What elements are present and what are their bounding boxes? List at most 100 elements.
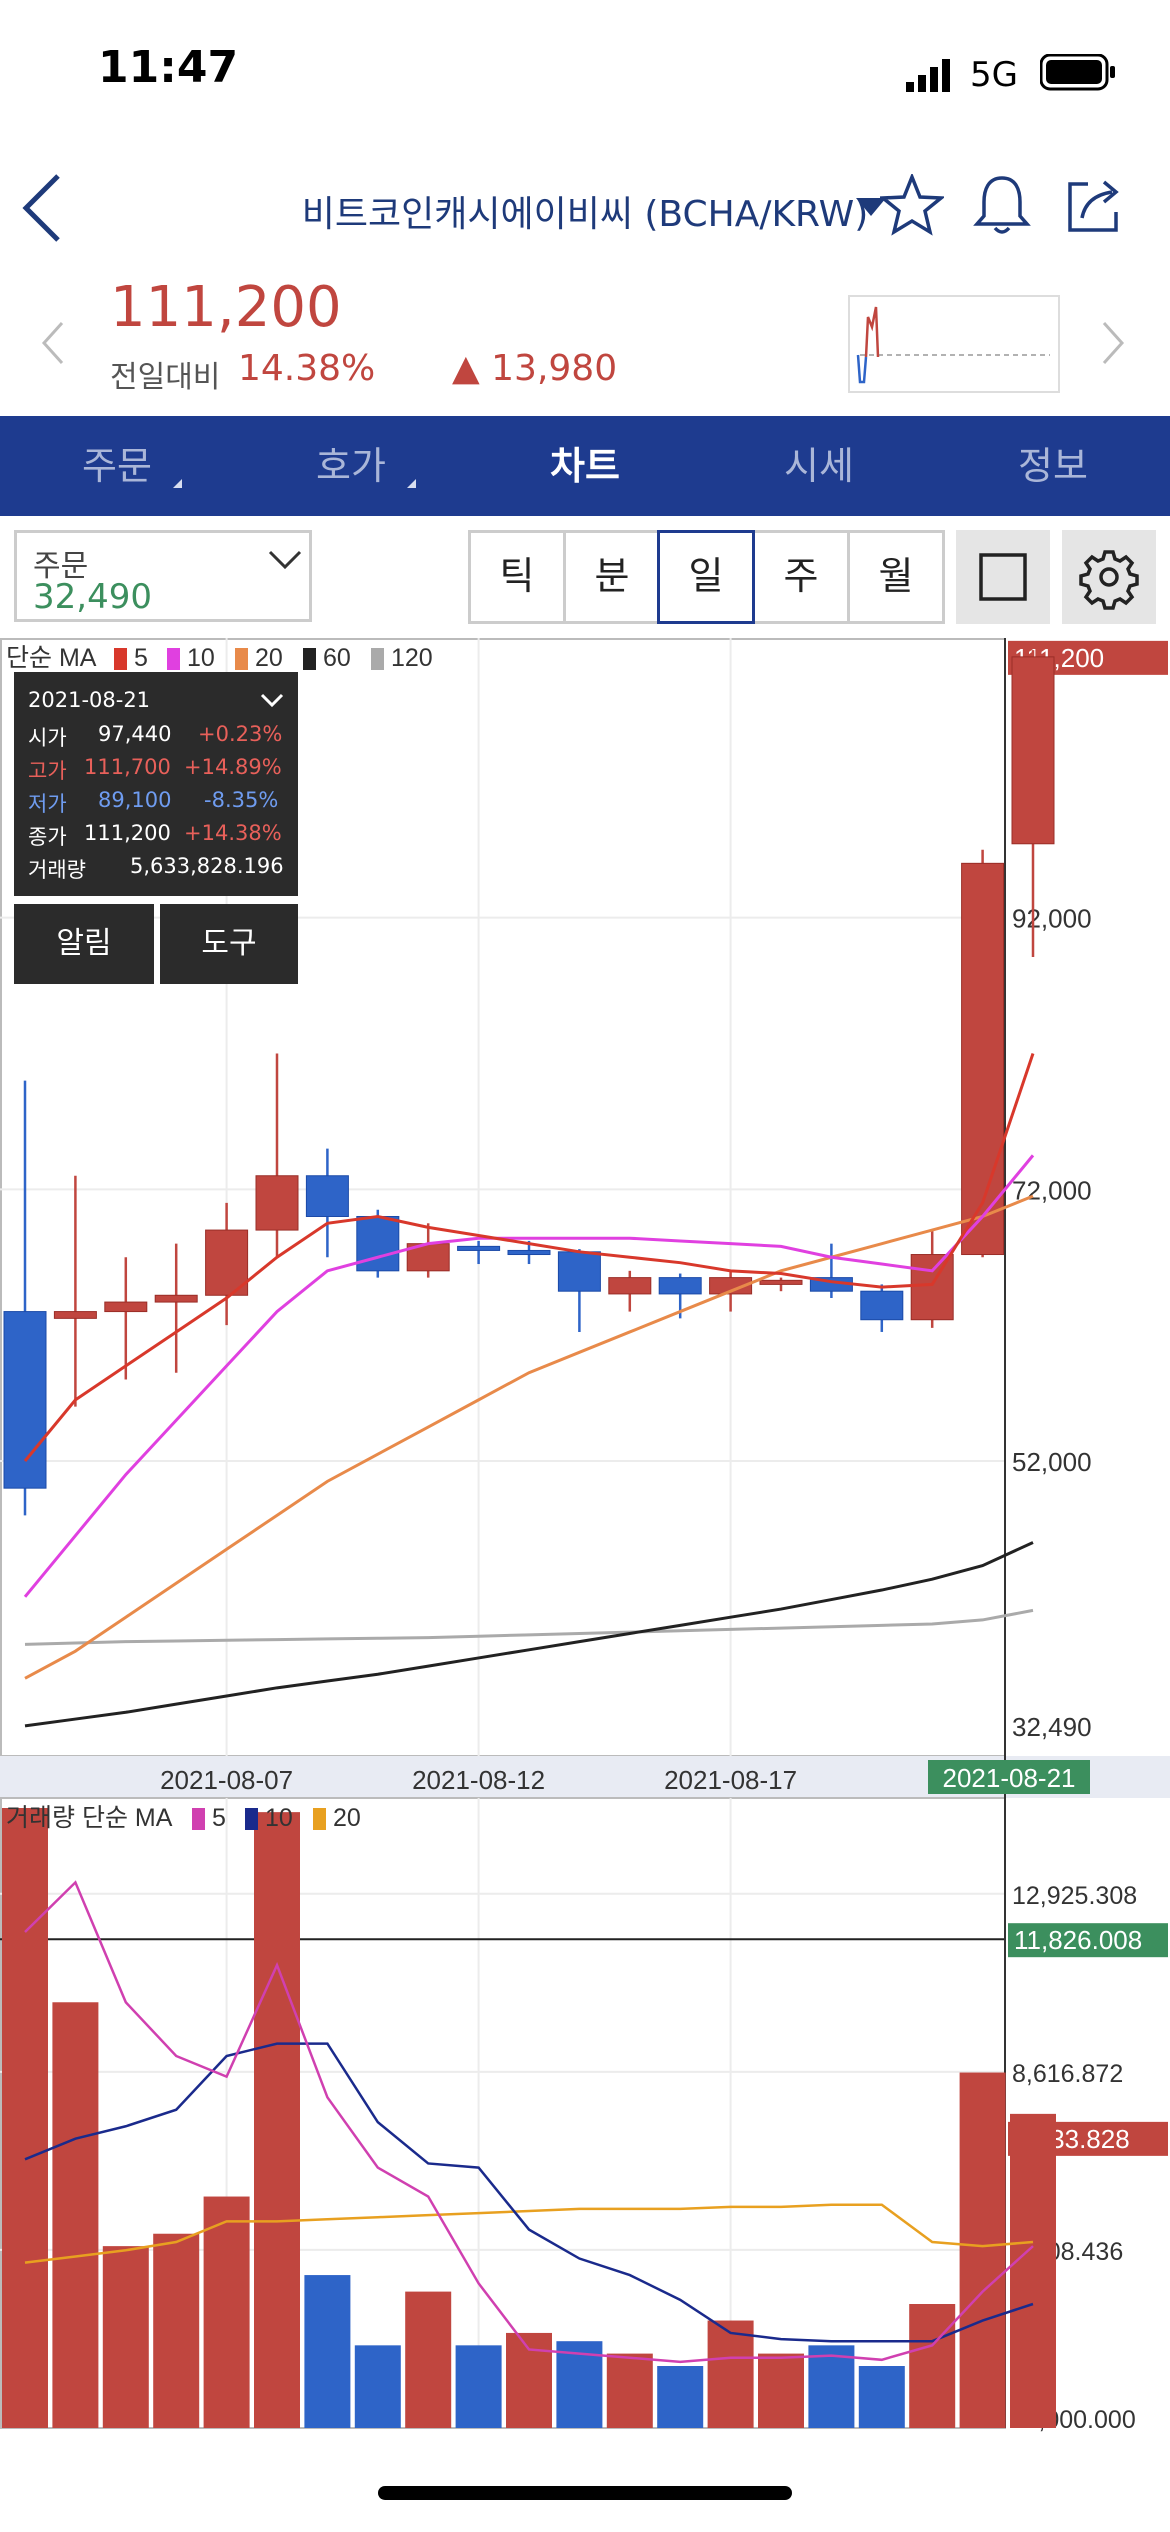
ma20-line — [24, 1194, 1034, 1680]
tooltip-open-pct: +0.23% — [198, 722, 283, 746]
candle-body — [255, 1175, 299, 1231]
tooltip-date: 2021-08-21 — [28, 688, 151, 712]
network-label: 5G — [970, 55, 1018, 95]
tooltip-open-value: 97,440 — [98, 722, 172, 746]
prev-day-percent: 14.38% — [238, 348, 376, 389]
volume-bar — [808, 2345, 855, 2428]
ma-legend-swatch — [235, 648, 248, 670]
ma-legend-label: 120 — [391, 644, 433, 672]
candle-body — [860, 1290, 904, 1321]
candle-body — [305, 1175, 349, 1217]
order-label: 주문 — [33, 549, 89, 584]
volume-bar — [657, 2366, 704, 2428]
tab-orderbook[interactable]: 호가 — [234, 416, 468, 516]
tab-order[interactable]: 주문 — [0, 416, 234, 516]
ma-legend-label: 10 — [187, 644, 215, 672]
candle-body — [104, 1301, 148, 1313]
ma-legend-swatch — [167, 648, 180, 670]
tab-market[interactable]: 시세 — [784, 444, 854, 488]
tooltip-low-pct: -8.35% — [204, 788, 279, 812]
volume-bar — [254, 1812, 300, 2428]
tab-chart[interactable]: 차트 — [550, 444, 620, 488]
ma-legend-swatch — [114, 648, 127, 670]
candle-body — [608, 1277, 652, 1295]
status-time: 11:47 — [98, 42, 239, 93]
period-day-button[interactable]: 일 — [657, 530, 755, 624]
back-button[interactable] — [20, 172, 64, 248]
volume-bar — [52, 2002, 99, 2428]
y-tick-label: 52,000 — [1012, 1447, 1092, 1477]
tooltip-low-value: 89,100 — [98, 788, 172, 812]
alert-button[interactable]: 알림 — [14, 904, 154, 984]
next-coin-button[interactable] — [1100, 320, 1126, 370]
volume-bar — [153, 2233, 200, 2428]
tool-button[interactable]: 도구 — [160, 904, 298, 984]
bell-icon[interactable] — [972, 174, 1032, 242]
tooltip-close-value: 111,200 — [84, 821, 171, 845]
tab-corner-icon — [407, 479, 416, 488]
candle-body — [557, 1251, 601, 1292]
period-month-button[interactable]: 월 — [847, 530, 945, 624]
candle-body — [3, 1311, 47, 1489]
ma60-line — [24, 1541, 1034, 1728]
volume-legend-swatch — [245, 1808, 258, 1830]
order-value: 32,490 — [33, 577, 152, 617]
volume-legend-prefix: 거래량 단순 MA — [6, 1804, 173, 1832]
chevron-left-icon — [41, 321, 64, 365]
candle-body — [709, 1277, 753, 1295]
volume-legend-label: 5 — [212, 1804, 226, 1832]
volume-bar — [606, 2353, 653, 2428]
coin-title[interactable]: 비트코인캐시에이비씨 (BCHA/KRW) — [301, 194, 869, 235]
order-selector[interactable]: 주문 32,490 — [14, 530, 312, 622]
x-tick-label: 2021-08-12 — [412, 1765, 545, 1795]
tooltip-open-label: 시가 — [28, 726, 67, 750]
volume-bar — [102, 2246, 149, 2428]
volume-bar — [455, 2345, 502, 2428]
prev-coin-button[interactable] — [40, 320, 66, 370]
volume-legend-swatch — [313, 1808, 326, 1830]
candle-body — [53, 1311, 97, 1319]
tooltip-close-pct: +14.38% — [184, 821, 282, 845]
main-tabs: 주문 호가 차트 시세 정보 — [0, 416, 1170, 516]
fullscreen-button[interactable] — [956, 530, 1050, 624]
ma-legend-label: 60 — [323, 644, 351, 672]
volume-bar — [959, 2072, 1006, 2428]
candle-body — [154, 1294, 198, 1303]
prev-day-change: ▲ 13,980 — [452, 348, 618, 389]
period-minute-button[interactable]: 분 — [563, 530, 661, 624]
tab-info[interactable]: 정보 — [1018, 444, 1088, 488]
candle-body — [457, 1245, 501, 1251]
volume-panel-frame — [0, 1797, 1006, 2429]
period-week-button[interactable]: 주 — [752, 530, 850, 624]
dropdown-icon[interactable] — [856, 198, 886, 220]
candle-body — [658, 1277, 702, 1295]
current-date-tag: 2021-08-21 — [943, 1763, 1076, 1793]
tooltip-high-label: 고가 — [28, 759, 67, 783]
volume-ref-tag: 11,826.008 — [1014, 1925, 1142, 1955]
chevron-down-icon[interactable] — [260, 690, 284, 714]
volume-legend-swatch — [192, 1808, 205, 1830]
volume-bar — [1010, 2113, 1056, 2428]
volume-tick-label: 12,925.308 — [1012, 1882, 1137, 1910]
settings-button[interactable] — [1062, 530, 1156, 624]
volume-bar — [304, 2275, 351, 2428]
candle-body — [910, 1254, 954, 1321]
y-tick-label: 32,490 — [1012, 1712, 1092, 1742]
candle-body — [1011, 656, 1055, 845]
volume-bar — [354, 2345, 401, 2428]
ma120-line — [24, 1608, 1034, 1646]
tooltip-low-label: 저가 — [28, 792, 67, 816]
share-icon[interactable] — [1064, 176, 1124, 240]
chevron-right-icon — [1102, 321, 1125, 365]
volume-legend-label: 10 — [265, 1804, 293, 1832]
star-icon[interactable] — [878, 172, 946, 240]
square-icon — [979, 553, 1027, 601]
ma10-line — [23, 1154, 1035, 1598]
ma-legend-swatch — [371, 648, 384, 670]
tooltip-high-pct: +14.89% — [184, 755, 282, 779]
tooltip-close-label: 종가 — [28, 825, 67, 849]
mini-chart[interactable] — [848, 295, 1060, 393]
x-tick-label: 2021-08-07 — [160, 1765, 293, 1795]
volume-bar — [858, 2366, 905, 2428]
period-tick-button[interactable]: 틱 — [468, 530, 566, 624]
